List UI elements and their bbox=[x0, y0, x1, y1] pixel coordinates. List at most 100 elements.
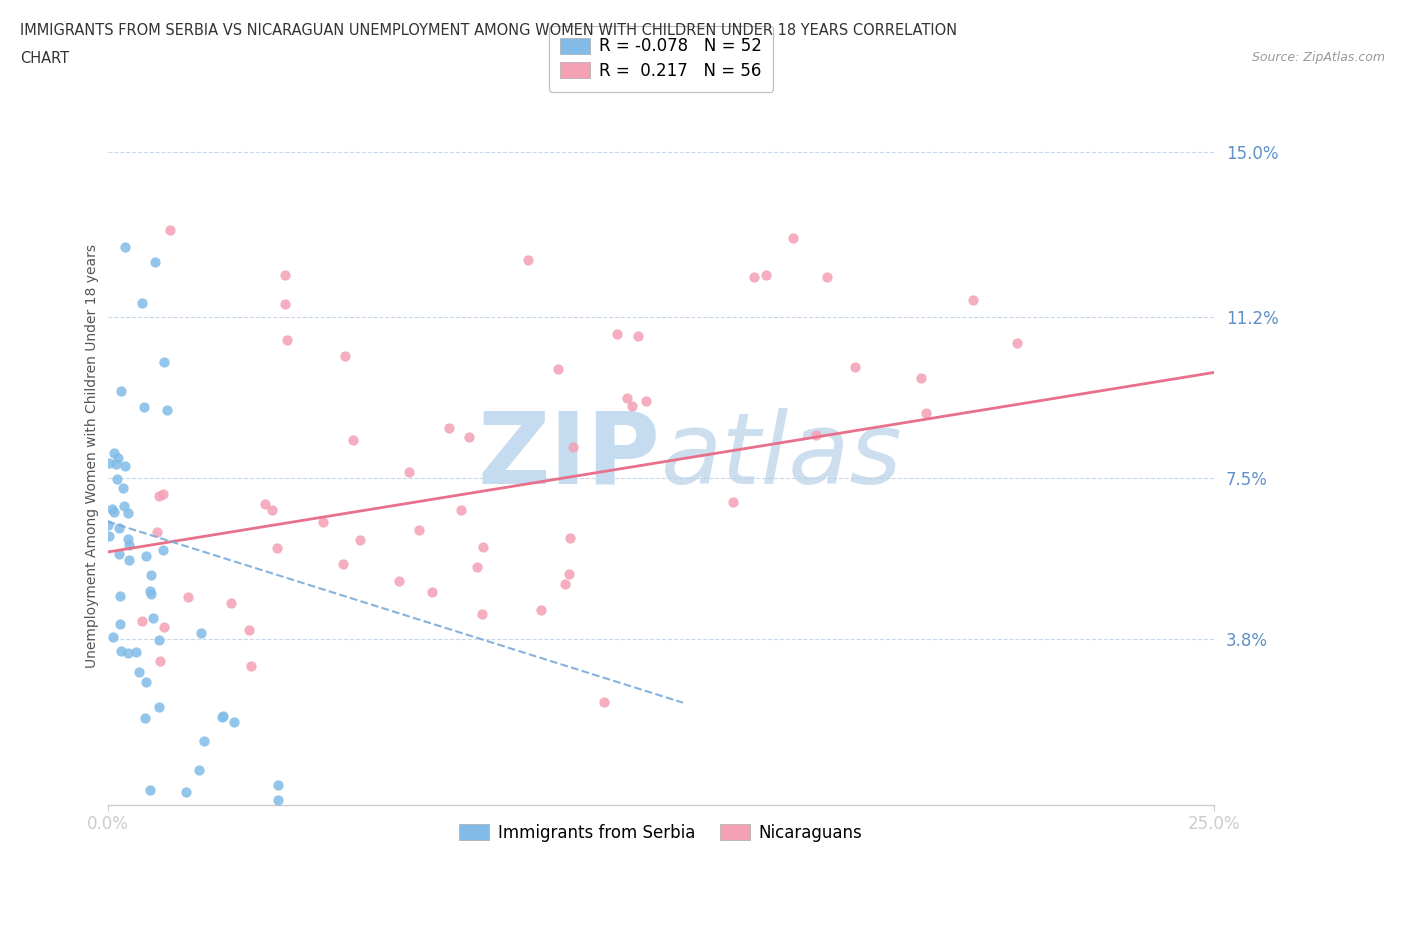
Point bbox=[117, 532, 139, 547]
Point bbox=[349, 532, 371, 547]
Point bbox=[107, 451, 129, 466]
Point bbox=[471, 606, 494, 621]
Point bbox=[388, 574, 411, 589]
Point bbox=[471, 539, 494, 554]
Point bbox=[562, 440, 585, 455]
Point bbox=[107, 521, 129, 536]
Point bbox=[131, 614, 153, 629]
Point bbox=[342, 432, 364, 447]
Point bbox=[547, 362, 569, 377]
Point bbox=[148, 632, 170, 647]
Point bbox=[636, 393, 658, 408]
Point bbox=[124, 644, 146, 659]
Point bbox=[782, 231, 804, 246]
Point bbox=[212, 709, 235, 724]
Point bbox=[910, 371, 932, 386]
Point bbox=[593, 695, 616, 710]
Point bbox=[152, 354, 174, 369]
Point bbox=[219, 595, 242, 610]
Point bbox=[128, 665, 150, 680]
Point bbox=[139, 587, 162, 602]
Point bbox=[627, 328, 650, 343]
Point bbox=[273, 297, 295, 312]
Point bbox=[142, 610, 165, 625]
Point bbox=[117, 646, 139, 661]
Point bbox=[118, 552, 141, 567]
Point bbox=[111, 481, 134, 496]
Point bbox=[962, 293, 984, 308]
Point bbox=[152, 619, 174, 634]
Point bbox=[1005, 336, 1028, 351]
Point bbox=[465, 560, 488, 575]
Point bbox=[143, 255, 166, 270]
Point bbox=[98, 529, 121, 544]
Point bbox=[132, 399, 155, 414]
Point bbox=[742, 270, 765, 285]
Point bbox=[276, 332, 298, 347]
Point bbox=[224, 715, 246, 730]
Point bbox=[755, 268, 778, 283]
Point bbox=[517, 253, 540, 268]
Point bbox=[134, 711, 156, 725]
Point bbox=[108, 617, 131, 631]
Point bbox=[156, 403, 179, 418]
Point bbox=[141, 567, 163, 582]
Point bbox=[267, 777, 290, 792]
Point bbox=[439, 421, 461, 436]
Point bbox=[177, 590, 200, 604]
Point bbox=[101, 502, 124, 517]
Point bbox=[110, 383, 132, 398]
Point bbox=[148, 699, 170, 714]
Point bbox=[152, 542, 174, 557]
Point bbox=[97, 518, 120, 533]
Point bbox=[101, 630, 124, 644]
Point bbox=[530, 603, 553, 618]
Point bbox=[458, 429, 481, 444]
Point bbox=[915, 405, 938, 420]
Text: Source: ZipAtlas.com: Source: ZipAtlas.com bbox=[1251, 51, 1385, 64]
Point bbox=[238, 623, 260, 638]
Point bbox=[190, 626, 212, 641]
Point bbox=[193, 734, 215, 749]
Point bbox=[554, 577, 576, 591]
Point bbox=[616, 391, 638, 405]
Point bbox=[103, 445, 125, 460]
Point bbox=[450, 503, 472, 518]
Point bbox=[139, 782, 162, 797]
Point bbox=[266, 540, 288, 555]
Point bbox=[239, 658, 262, 673]
Point bbox=[105, 472, 128, 486]
Point bbox=[105, 457, 128, 472]
Point bbox=[267, 792, 290, 807]
Point bbox=[159, 222, 181, 237]
Point bbox=[558, 566, 581, 581]
Point bbox=[621, 398, 644, 413]
Point bbox=[131, 296, 153, 311]
Point bbox=[187, 763, 209, 777]
Point bbox=[815, 270, 838, 285]
Point bbox=[146, 525, 169, 539]
Point bbox=[139, 583, 162, 598]
Point bbox=[110, 644, 132, 658]
Point bbox=[148, 488, 170, 503]
Point bbox=[332, 557, 354, 572]
Point bbox=[118, 538, 141, 552]
Point bbox=[606, 327, 628, 342]
Point bbox=[114, 458, 136, 473]
Point bbox=[108, 588, 131, 603]
Point bbox=[107, 547, 129, 562]
Text: atlas: atlas bbox=[661, 407, 903, 505]
Point bbox=[149, 654, 172, 669]
Point bbox=[312, 515, 335, 530]
Point bbox=[558, 530, 581, 545]
Point bbox=[804, 427, 827, 442]
Point bbox=[98, 456, 121, 471]
Point bbox=[103, 505, 125, 520]
Text: IMMIGRANTS FROM SERBIA VS NICARAGUAN UNEMPLOYMENT AMONG WOMEN WITH CHILDREN UNDE: IMMIGRANTS FROM SERBIA VS NICARAGUAN UNE… bbox=[20, 23, 957, 38]
Point bbox=[135, 549, 157, 564]
Point bbox=[398, 465, 420, 480]
Text: CHART: CHART bbox=[20, 51, 69, 66]
Point bbox=[112, 498, 135, 513]
Y-axis label: Unemployment Among Women with Children Under 18 years: Unemployment Among Women with Children U… bbox=[86, 245, 100, 669]
Point bbox=[260, 502, 283, 517]
